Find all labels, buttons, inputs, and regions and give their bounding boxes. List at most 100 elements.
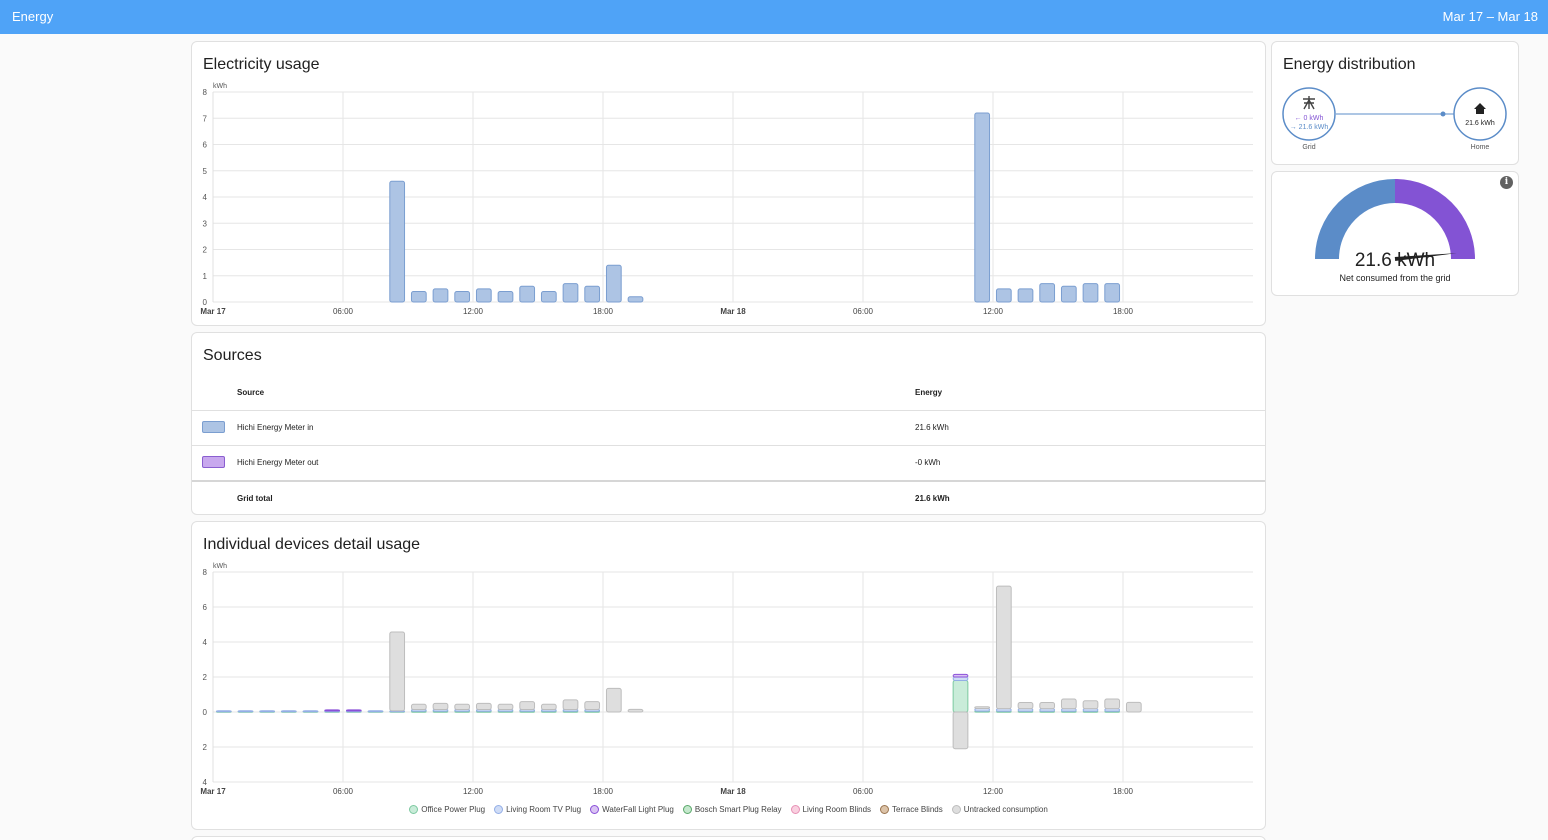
legend-swatch bbox=[409, 805, 419, 814]
bar bbox=[1039, 283, 1056, 303]
grid-total-label: Grid total bbox=[237, 494, 273, 503]
electricity-usage-chart: 0 1 2 3 4 5 6 7 8 Mar 17 06:00 12:00 18:00 Mar 18 06:0… bbox=[200, 83, 1253, 316]
x-tick-label: 12:00 bbox=[463, 307, 484, 316]
bar bbox=[540, 703, 557, 711]
legend-label: Bosch Smart Plug Relay bbox=[694, 805, 782, 814]
bar bbox=[215, 710, 232, 713]
bar bbox=[1082, 700, 1099, 710]
bar bbox=[237, 710, 254, 713]
legend-item[interactable]: WaterFall Light Plug bbox=[590, 805, 674, 814]
bar bbox=[974, 706, 991, 709]
bar bbox=[605, 687, 622, 713]
y-tick-label: 1 bbox=[203, 272, 208, 281]
chart-legend: Office Power Plug Living Room TV Plug Wate… bbox=[192, 805, 1265, 814]
bar bbox=[259, 710, 276, 713]
source-name: Hichi Energy Meter in bbox=[237, 423, 314, 432]
y-tick-label: 0 bbox=[203, 298, 208, 307]
y-tick-label: 0 bbox=[203, 708, 208, 717]
bar bbox=[584, 285, 601, 303]
legend-label: Living Room Blinds bbox=[802, 805, 872, 814]
x-tick-label: Mar 18 bbox=[720, 787, 746, 796]
legend-label: Untracked consumption bbox=[963, 805, 1048, 814]
x-tick-label: 12:00 bbox=[983, 787, 1004, 796]
bar bbox=[562, 699, 579, 711]
source-color-swatch bbox=[202, 456, 225, 468]
bar bbox=[562, 283, 579, 303]
card-title: Sources bbox=[203, 347, 262, 364]
net-consumption-gauge: 21.6 kWh bbox=[1315, 179, 1475, 271]
bar bbox=[454, 291, 471, 303]
source-name: Hichi Energy Meter out bbox=[237, 458, 319, 467]
y-tick-label: 6 bbox=[203, 603, 208, 612]
divider bbox=[192, 445, 1265, 446]
bar bbox=[389, 631, 406, 712]
bar bbox=[1017, 702, 1034, 710]
bar bbox=[410, 703, 427, 711]
card-title: Energy distribution bbox=[1283, 56, 1416, 73]
bar bbox=[1104, 283, 1121, 303]
bar bbox=[280, 710, 297, 713]
bar bbox=[324, 709, 341, 712]
bar bbox=[432, 288, 449, 303]
bar bbox=[1082, 283, 1099, 303]
sources-card: Sources Source Energy Hichi Energy Meter… bbox=[191, 332, 1266, 515]
bar bbox=[1060, 285, 1077, 303]
legend-item[interactable]: Living Room TV Plug bbox=[494, 805, 581, 814]
legend-item[interactable]: Bosch Smart Plug Relay bbox=[682, 805, 782, 814]
x-tick-label: Mar 17 bbox=[200, 787, 226, 796]
bar bbox=[627, 708, 644, 713]
bar bbox=[389, 180, 406, 303]
flow-dot bbox=[1440, 111, 1446, 117]
x-tick-label: Mar 17 bbox=[200, 307, 226, 316]
bar bbox=[540, 291, 557, 303]
grid-node-label: Grid bbox=[1302, 144, 1315, 151]
bar bbox=[627, 296, 644, 303]
divider bbox=[192, 410, 1265, 411]
legend-item[interactable]: Untracked consumption bbox=[951, 805, 1048, 814]
y-tick-label: 6 bbox=[203, 141, 208, 150]
legend-swatch bbox=[790, 805, 800, 814]
bar bbox=[952, 676, 969, 681]
y-tick-label: 5 bbox=[203, 167, 208, 176]
page-title: Energy bbox=[12, 9, 54, 24]
home-node-label: Home bbox=[1471, 144, 1490, 151]
info-icon[interactable]: i bbox=[1500, 176, 1513, 189]
source-energy: 21.6 kWh bbox=[915, 423, 949, 432]
y-tick-label: 8 bbox=[203, 88, 208, 97]
bar bbox=[995, 585, 1012, 710]
y-tick-label: 4 bbox=[203, 638, 208, 647]
legend-item[interactable]: Terrace Blinds bbox=[880, 805, 943, 814]
legend-item[interactable]: Office Power Plug bbox=[409, 805, 485, 814]
bar bbox=[952, 673, 969, 678]
legend-item[interactable]: Living Room Blinds bbox=[790, 805, 872, 814]
y-tick-label: 2 bbox=[203, 743, 208, 752]
date-range[interactable]: Mar 17 – Mar 18 bbox=[1442, 9, 1538, 24]
energy-distribution-card: Energy distribution ← 0 kWh → 21.6 kWh 2… bbox=[1271, 41, 1519, 165]
bar bbox=[1104, 698, 1121, 710]
gauge-arc-out bbox=[1394, 179, 1475, 260]
legend-swatch bbox=[682, 805, 692, 814]
bar bbox=[1060, 698, 1077, 710]
bar bbox=[519, 701, 536, 711]
x-tick-label: 18:00 bbox=[593, 307, 614, 316]
next-card bbox=[191, 836, 1266, 840]
distribution-diagram: ← 0 kWh → 21.6 kWh 21.6 kWh Grid Home bbox=[1282, 87, 1507, 151]
bar bbox=[1125, 701, 1142, 713]
x-tick-label: Mar 18 bbox=[720, 307, 746, 316]
bar bbox=[952, 680, 969, 713]
source-energy: -0 kWh bbox=[915, 458, 941, 467]
y-tick-label: 7 bbox=[203, 114, 208, 123]
legend-swatch bbox=[951, 805, 961, 814]
legend-swatch bbox=[494, 805, 504, 814]
x-tick-label: 12:00 bbox=[983, 307, 1004, 316]
bar bbox=[974, 112, 991, 303]
bar bbox=[497, 291, 514, 303]
unit-label: kWh bbox=[213, 563, 227, 570]
grid-total-value: 21.6 kWh bbox=[915, 494, 950, 503]
bar bbox=[605, 264, 622, 303]
gauge-value: 21.6 kWh bbox=[1355, 250, 1435, 271]
bar bbox=[410, 291, 427, 303]
legend-swatch bbox=[590, 805, 600, 814]
bar bbox=[475, 702, 492, 711]
